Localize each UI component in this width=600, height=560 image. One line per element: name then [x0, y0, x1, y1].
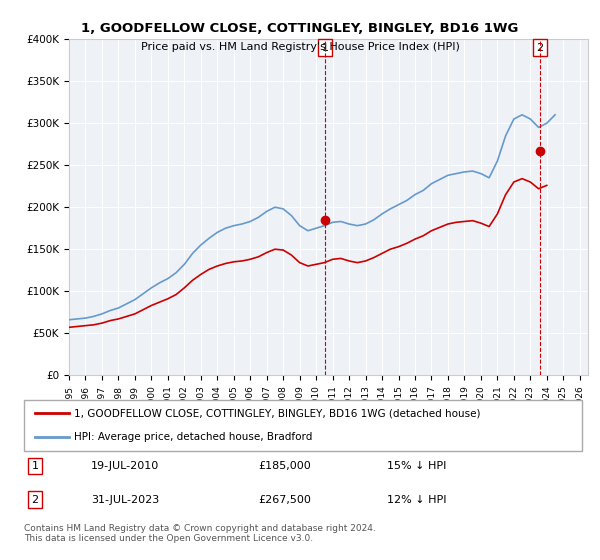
Text: Price paid vs. HM Land Registry's House Price Index (HPI): Price paid vs. HM Land Registry's House …	[140, 42, 460, 52]
Text: £267,500: £267,500	[259, 495, 311, 505]
Text: 12% ↓ HPI: 12% ↓ HPI	[387, 495, 446, 505]
Text: 19-JUL-2010: 19-JUL-2010	[91, 461, 159, 471]
Text: 2: 2	[536, 43, 544, 53]
Text: 2: 2	[32, 495, 39, 505]
FancyBboxPatch shape	[24, 400, 582, 451]
Text: 1, GOODFELLOW CLOSE, COTTINGLEY, BINGLEY, BD16 1WG (detached house): 1, GOODFELLOW CLOSE, COTTINGLEY, BINGLEY…	[74, 408, 481, 418]
Text: 15% ↓ HPI: 15% ↓ HPI	[387, 461, 446, 471]
Text: 31-JUL-2023: 31-JUL-2023	[91, 495, 159, 505]
Text: £185,000: £185,000	[259, 461, 311, 471]
Text: HPI: Average price, detached house, Bradford: HPI: Average price, detached house, Brad…	[74, 432, 313, 442]
Text: Contains HM Land Registry data © Crown copyright and database right 2024.
This d: Contains HM Land Registry data © Crown c…	[24, 524, 376, 543]
Text: 1: 1	[322, 43, 329, 53]
Text: 1: 1	[32, 461, 38, 471]
Text: 1, GOODFELLOW CLOSE, COTTINGLEY, BINGLEY, BD16 1WG: 1, GOODFELLOW CLOSE, COTTINGLEY, BINGLEY…	[82, 22, 518, 35]
